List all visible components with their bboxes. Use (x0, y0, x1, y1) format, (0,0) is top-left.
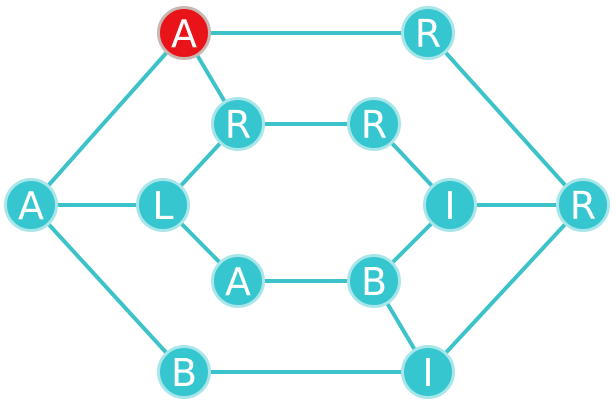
node-letter: B (170, 351, 198, 395)
node-letter: I (444, 184, 456, 228)
edge-n1-n7 (426, 31, 585, 207)
letter-node-l-inner-left[interactable]: L (136, 178, 190, 232)
edge-n7-n11 (426, 203, 585, 374)
node-letter: R (224, 103, 252, 147)
node-letter: R (569, 184, 597, 228)
node-letter: B (360, 260, 388, 304)
letter-node-i-bottom-right[interactable]: I (401, 345, 455, 399)
node-letter: L (152, 184, 174, 228)
letter-node-r-inner-upper-left[interactable]: R (211, 97, 265, 151)
letter-node-r-right[interactable]: R (556, 178, 610, 232)
letter-node-a-left[interactable]: A (4, 178, 58, 232)
letter-node-a-inner-lower-left[interactable]: A (211, 254, 265, 308)
node-letter: R (414, 12, 442, 56)
node-letter: A (225, 260, 251, 304)
letter-node-r-inner-upper-right[interactable]: R (347, 97, 401, 151)
node-letter: A (171, 12, 197, 56)
letter-node-r-top-right[interactable]: R (401, 6, 455, 60)
edge-n0-n4 (29, 31, 186, 207)
node-letter: A (18, 184, 44, 228)
letter-node-b-inner-lower-right[interactable]: B (347, 254, 401, 308)
node-letter: I (422, 351, 434, 395)
edge-n4-n10 (29, 203, 186, 374)
letter-node-b-bottom-left[interactable]: B (157, 345, 211, 399)
node-letter: R (360, 103, 388, 147)
letter-node-a-top[interactable]: A (157, 6, 211, 60)
letter-node-i-inner-right[interactable]: I (423, 178, 477, 232)
